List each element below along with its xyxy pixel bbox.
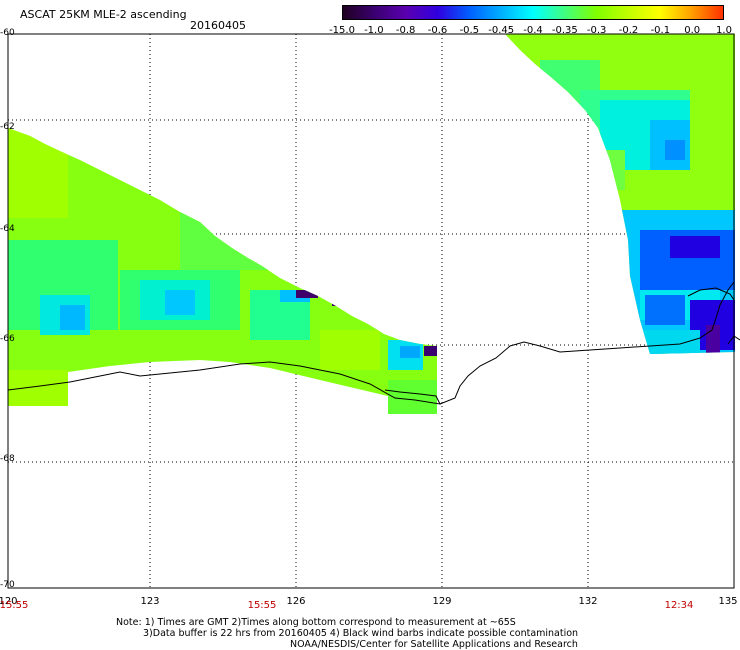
swath-left xyxy=(8,128,437,414)
lon-label: 132 xyxy=(578,596,598,607)
colorbar-label: -0.5 xyxy=(459,25,480,36)
colorbar-label: -0.3 xyxy=(586,25,607,36)
lon-label: 120 xyxy=(0,596,18,607)
colorbar-label: -0.1 xyxy=(650,25,671,36)
colorbar-label: 1.0 xyxy=(716,25,732,36)
lat-label: -68 xyxy=(0,454,15,464)
lat-label: -64 xyxy=(0,224,15,234)
colorbar xyxy=(342,5,724,20)
map-frame xyxy=(7,33,735,589)
colorbar-label: -0.2 xyxy=(618,25,639,36)
note-line-1: Note: 1) Times are GMT 2)Times along bot… xyxy=(116,617,516,628)
colorbar-label: -0.45 xyxy=(488,25,515,36)
lat-label: -70 xyxy=(0,580,15,590)
colorbar-label: -0.4 xyxy=(523,25,543,36)
swath-time: 15:55 xyxy=(247,600,277,611)
lat-label: -60 xyxy=(0,28,15,38)
note-line-3: NOAA/NESDIS/Center for Satellite Applica… xyxy=(290,639,578,650)
map-title: ASCAT 25KM MLE-2 ascending xyxy=(20,8,187,21)
swath-right xyxy=(505,34,735,354)
colorbar-label: -0.8 xyxy=(395,25,416,36)
lon-label: 129 xyxy=(432,596,452,607)
swath-time: 12:34 xyxy=(664,600,694,611)
lat-label: -66 xyxy=(0,334,15,344)
swath-time: 15:55 xyxy=(0,600,29,611)
colorbar-label: -0.35 xyxy=(551,25,578,36)
lon-label: 126 xyxy=(286,596,306,607)
map-date: 20160405 xyxy=(190,19,246,32)
colorbar-label: -15.0 xyxy=(329,25,355,36)
lon-label: 135 xyxy=(718,596,738,607)
colorbar-label: -0.6 xyxy=(427,25,448,36)
lon-label: 123 xyxy=(140,596,160,607)
coastline xyxy=(7,281,740,405)
note-line-2: 3)Data buffer is 22 hrs from 20160405 4)… xyxy=(143,628,579,639)
lat-label: -62 xyxy=(0,122,15,132)
colorbar-label: -1.0 xyxy=(364,25,384,36)
colorbar-label: 0.0 xyxy=(684,25,701,36)
